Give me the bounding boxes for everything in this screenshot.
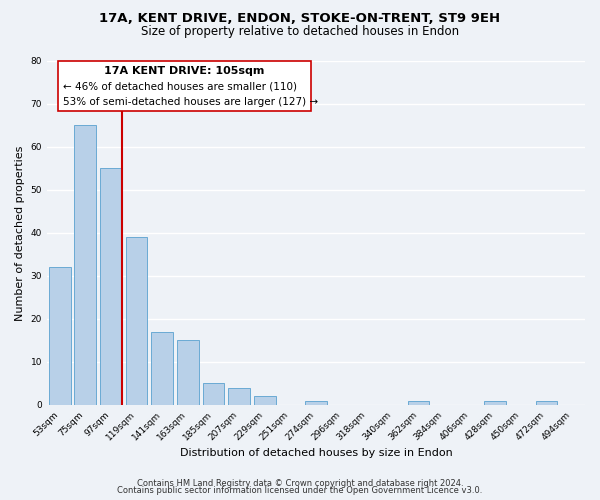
Bar bbox=[254, 396, 275, 405]
Bar bbox=[151, 332, 173, 405]
Text: 53% of semi-detached houses are larger (127) →: 53% of semi-detached houses are larger (… bbox=[63, 97, 318, 107]
Y-axis label: Number of detached properties: Number of detached properties bbox=[15, 146, 25, 320]
Bar bbox=[100, 168, 122, 405]
Text: Size of property relative to detached houses in Endon: Size of property relative to detached ho… bbox=[141, 25, 459, 38]
Text: 17A KENT DRIVE: 105sqm: 17A KENT DRIVE: 105sqm bbox=[104, 66, 265, 76]
FancyBboxPatch shape bbox=[58, 61, 311, 111]
Bar bbox=[74, 126, 96, 405]
Bar bbox=[305, 400, 327, 405]
X-axis label: Distribution of detached houses by size in Endon: Distribution of detached houses by size … bbox=[179, 448, 452, 458]
Bar bbox=[203, 384, 224, 405]
Text: Contains public sector information licensed under the Open Government Licence v3: Contains public sector information licen… bbox=[118, 486, 482, 495]
Bar bbox=[228, 388, 250, 405]
Bar bbox=[407, 400, 430, 405]
Bar bbox=[536, 400, 557, 405]
Bar bbox=[126, 238, 148, 405]
Bar bbox=[484, 400, 506, 405]
Text: 17A, KENT DRIVE, ENDON, STOKE-ON-TRENT, ST9 9EH: 17A, KENT DRIVE, ENDON, STOKE-ON-TRENT, … bbox=[100, 12, 500, 24]
Bar bbox=[49, 268, 71, 405]
Text: ← 46% of detached houses are smaller (110): ← 46% of detached houses are smaller (11… bbox=[63, 82, 297, 92]
Text: Contains HM Land Registry data © Crown copyright and database right 2024.: Contains HM Land Registry data © Crown c… bbox=[137, 478, 463, 488]
Bar bbox=[177, 340, 199, 405]
